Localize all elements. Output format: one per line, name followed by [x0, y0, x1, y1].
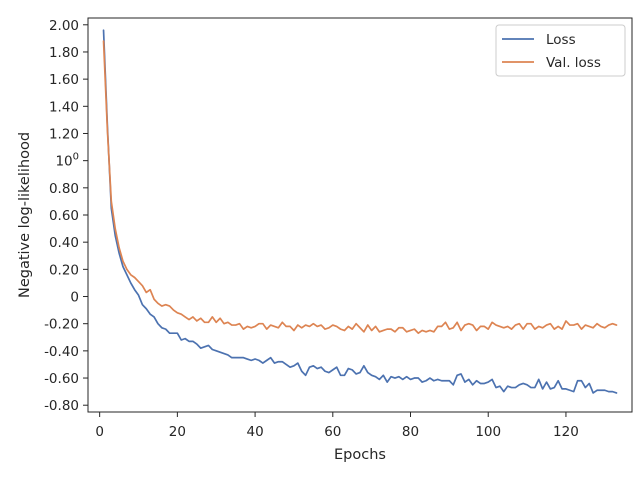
x-tick-label: 60 — [324, 424, 341, 440]
y-tick-label: 1.20 — [49, 126, 79, 142]
y-tick-label: 1.60 — [49, 72, 79, 88]
x-axis-ticks: 0 20 40 60 80 100 120 — [95, 412, 579, 440]
x-axis-label: Epochs — [334, 447, 386, 463]
y-tick-label: 0.40 — [49, 235, 79, 251]
y-tick-label: 0.60 — [49, 208, 79, 224]
legend-label: Loss — [546, 32, 576, 48]
legend: Loss Val. loss — [495, 24, 626, 77]
series-line-loss — [102, 29, 618, 394]
plot-area-frame — [87, 17, 633, 413]
legend-label: Val. loss — [546, 55, 601, 71]
y-tick-label: -0.80 — [44, 398, 79, 414]
x-tick-label: 20 — [169, 424, 186, 440]
y-tick-label: 0.80 — [49, 181, 79, 197]
series-line-val-loss — [102, 40, 618, 335]
legend-box — [495, 24, 626, 77]
y-tick-label: -0.60 — [44, 371, 79, 387]
plot-lines — [102, 29, 618, 394]
y-tick-label: 1.40 — [49, 99, 79, 115]
y-tick-label: 0.20 — [49, 262, 79, 278]
y-axis-ticks: 2.00 1.80 1.60 1.40 1.20 100 0.80 0.60 0.40 0.20 0… — [44, 18, 88, 414]
x-tick-label: 80 — [402, 424, 419, 440]
x-tick-label: 40 — [246, 424, 263, 440]
x-tick-label: 100 — [475, 424, 501, 440]
y-tick-label: -0.40 — [44, 344, 79, 360]
y-tick-label: -0.20 — [44, 317, 79, 333]
y-tick-label: 0 — [70, 290, 79, 306]
y-axis-label: Negative log-likelihood — [17, 132, 33, 298]
y-tick-label: 1.80 — [49, 45, 79, 61]
x-tick-label: 0 — [95, 424, 104, 440]
y-tick-label: 100 — [55, 152, 79, 170]
x-tick-label: 120 — [553, 424, 579, 440]
y-tick-label: 2.00 — [49, 18, 79, 34]
